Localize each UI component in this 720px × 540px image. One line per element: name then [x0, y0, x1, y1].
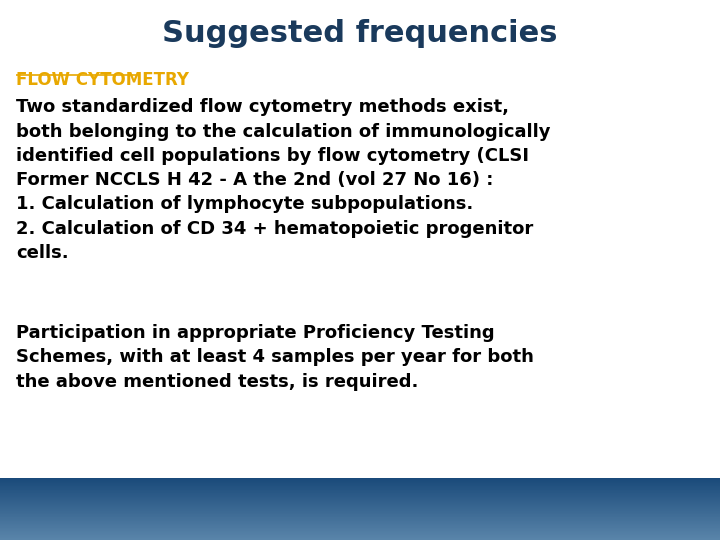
Bar: [0, 535, 720, 536]
Text: Two standardized flow cytometry methods exist,
both belonging to the calculation: Two standardized flow cytometry methods …: [16, 98, 550, 262]
Bar: [0, 529, 720, 530]
Bar: [0, 507, 720, 508]
Bar: [0, 512, 720, 513]
Bar: [0, 483, 720, 484]
Bar: [0, 533, 720, 534]
Bar: [0, 511, 720, 512]
Bar: [0, 490, 720, 491]
Bar: [0, 519, 720, 520]
Bar: [0, 505, 720, 506]
Bar: [0, 527, 720, 528]
Bar: [0, 496, 720, 497]
Bar: [0, 534, 720, 535]
Bar: [0, 504, 720, 505]
Bar: [0, 478, 720, 480]
Text: FLOW CYTOMETRY: FLOW CYTOMETRY: [16, 71, 189, 89]
Bar: [0, 487, 720, 488]
Bar: [0, 481, 720, 482]
Bar: [0, 537, 720, 538]
Bar: [0, 494, 720, 495]
Bar: [0, 484, 720, 485]
Bar: [0, 514, 720, 515]
Bar: [0, 536, 720, 537]
Bar: [0, 539, 720, 540]
Bar: [0, 531, 720, 532]
Bar: [0, 522, 720, 523]
Bar: [0, 495, 720, 496]
Bar: [0, 497, 720, 498]
Bar: [0, 516, 720, 517]
Bar: [0, 489, 720, 490]
Bar: [0, 482, 720, 483]
Bar: [0, 485, 720, 487]
Bar: [0, 513, 720, 514]
Bar: [0, 525, 720, 526]
Bar: [0, 515, 720, 516]
Bar: [0, 517, 720, 518]
Bar: [0, 528, 720, 529]
Bar: [0, 518, 720, 519]
Bar: [0, 480, 720, 481]
Bar: [0, 506, 720, 507]
Bar: [0, 524, 720, 525]
Bar: [0, 501, 720, 502]
Bar: [0, 492, 720, 494]
Text: Suggested frequencies: Suggested frequencies: [162, 19, 558, 48]
Bar: [0, 502, 720, 503]
Bar: [0, 520, 720, 521]
Bar: [0, 530, 720, 531]
Bar: [0, 503, 720, 504]
Bar: [0, 508, 720, 509]
Bar: [0, 510, 720, 511]
Bar: [0, 488, 720, 489]
Bar: [0, 499, 720, 500]
Bar: [0, 526, 720, 527]
Bar: [0, 523, 720, 524]
Bar: [0, 538, 720, 539]
Bar: [0, 491, 720, 492]
Bar: [0, 498, 720, 499]
Text: Participation in appropriate Proficiency Testing
Schemes, with at least 4 sample: Participation in appropriate Proficiency…: [16, 324, 534, 390]
Bar: [0, 509, 720, 510]
Bar: [0, 521, 720, 522]
Bar: [0, 532, 720, 533]
Bar: [0, 500, 720, 501]
